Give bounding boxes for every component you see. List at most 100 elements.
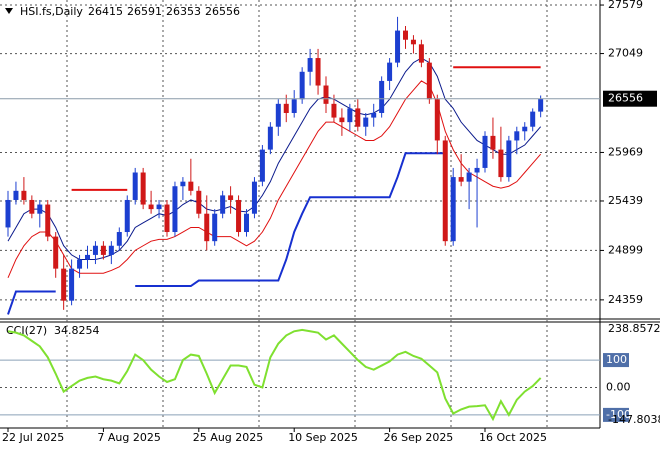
candle-body — [251, 181, 257, 214]
candle-body — [172, 186, 178, 233]
y-tick-label: 27049 — [608, 47, 643, 60]
header-open: 26415 — [88, 5, 123, 18]
candle-body — [180, 181, 186, 187]
indicator-line — [135, 152, 446, 288]
candle-body — [132, 172, 138, 200]
x-tick-label: 25 Aug 2025 — [193, 431, 263, 444]
candle-body — [474, 167, 480, 173]
y-tick-label: 0.00 — [606, 380, 631, 393]
y-tick-label: -100 — [606, 408, 631, 421]
candle-body — [347, 108, 353, 123]
candle-body — [363, 117, 369, 127]
candle-body — [395, 30, 401, 63]
candle-body — [140, 172, 146, 205]
candle-body — [5, 199, 11, 228]
y-tick-label: 25439 — [608, 194, 643, 207]
last-price-box — [603, 90, 657, 107]
candle-body — [498, 149, 504, 178]
y-tick-label: 24899 — [608, 243, 643, 256]
candle-body — [331, 103, 337, 118]
y-tick-label: 100 — [606, 353, 627, 366]
candle-body — [156, 204, 162, 210]
x-tick-label: 7 Aug 2025 — [97, 431, 160, 444]
candle-body — [259, 149, 265, 182]
x-tick-label: 26 Sep 2025 — [384, 431, 454, 444]
candle-body — [283, 103, 289, 113]
candle-body — [450, 177, 456, 242]
candle-body — [466, 172, 472, 182]
candle-body — [530, 111, 536, 127]
candle-body — [244, 213, 249, 233]
candle-body — [85, 254, 90, 260]
candle-body — [426, 62, 432, 100]
candle-body — [100, 245, 106, 255]
x-tick-label: 10 Sep 2025 — [288, 431, 358, 444]
candle-body — [92, 245, 98, 255]
candle-body — [220, 195, 226, 214]
candle-body — [61, 268, 67, 301]
last-price-label: 26556 — [608, 92, 643, 105]
candle-body — [116, 232, 122, 246]
candle-body — [77, 259, 83, 269]
candle-body — [29, 199, 35, 214]
candle-body — [291, 99, 297, 113]
header-low: 26353 — [166, 5, 201, 18]
level-label-box — [603, 407, 629, 422]
candle-body — [53, 236, 59, 269]
range-max-label: 238.8572 — [608, 322, 660, 335]
candle-body — [13, 190, 19, 200]
x-tick-label: 16 Oct 2025 — [479, 431, 547, 444]
candle-body — [371, 112, 377, 118]
candle-body — [482, 135, 488, 168]
candle-body — [299, 71, 305, 100]
candle-body — [442, 140, 448, 242]
candle-body — [538, 98, 544, 112]
y-tick-label: 27579 — [608, 0, 643, 11]
candle-body — [403, 30, 408, 40]
chart-title: HSI.fs,Daily — [20, 5, 83, 18]
candle-body — [267, 126, 273, 150]
y-tick-label: 24359 — [608, 293, 643, 306]
x-tick-label: 22 Jul 2025 — [2, 431, 64, 444]
indicator-value: 34.8254 — [54, 324, 100, 337]
candle-body — [307, 58, 313, 72]
indicator-line — [7, 290, 56, 315]
indicator-title: CCI(27) — [6, 324, 47, 337]
candle-body — [323, 85, 329, 104]
candle-body — [69, 268, 75, 301]
candle-body — [188, 181, 194, 191]
candle-body — [339, 117, 345, 123]
candle-body — [21, 190, 27, 200]
candle-body — [418, 44, 424, 63]
candle-body — [37, 204, 43, 214]
candle-body — [148, 204, 154, 210]
collapse-triangle — [5, 8, 13, 14]
candle-body — [315, 58, 321, 86]
level-label-box — [603, 353, 629, 368]
candle-body — [164, 204, 170, 233]
candle-body — [108, 245, 114, 255]
indicator-line — [7, 80, 542, 278]
candle-body — [212, 213, 218, 242]
candle-body — [458, 177, 464, 182]
header-high: 26591 — [127, 5, 162, 18]
candle-body — [275, 103, 281, 127]
candle-body — [387, 62, 393, 81]
candle-body — [434, 99, 440, 141]
candle-body — [45, 204, 51, 237]
candle-body — [124, 199, 130, 233]
candle-body — [204, 213, 210, 242]
candle-body — [196, 190, 202, 214]
range-min-label: -147.8038 — [608, 413, 660, 426]
candle-body — [490, 135, 496, 150]
candle-body — [506, 140, 512, 178]
y-tick-label: 25969 — [608, 145, 643, 158]
indicator-line — [7, 328, 542, 422]
candle-body — [355, 108, 361, 127]
candle-body — [522, 126, 528, 132]
candle-body — [514, 131, 520, 141]
header-close: 26556 — [205, 5, 240, 18]
candle-body — [379, 80, 385, 113]
